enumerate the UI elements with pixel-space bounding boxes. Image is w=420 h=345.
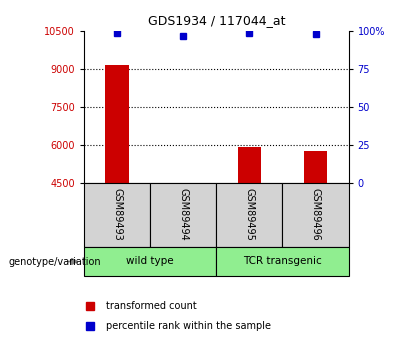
Bar	[105, 65, 129, 183]
Bar	[84, 183, 150, 247]
Text: TCR transgenic: TCR transgenic	[243, 256, 322, 266]
Bar	[216, 247, 349, 276]
Text: wild type: wild type	[126, 256, 174, 266]
Text: GSM89493: GSM89493	[112, 188, 122, 241]
Text: transformed count: transformed count	[106, 301, 197, 311]
Text: genotype/variation: genotype/variation	[8, 257, 101, 266]
Text: percentile rank within the sample: percentile rank within the sample	[106, 321, 271, 331]
Bar	[304, 151, 327, 183]
Text: GSM89494: GSM89494	[178, 188, 188, 241]
Text: GSM89495: GSM89495	[244, 188, 255, 241]
Text: GSM89496: GSM89496	[310, 188, 320, 241]
Bar	[282, 183, 349, 247]
Bar	[216, 183, 283, 247]
Title: GDS1934 / 117044_at: GDS1934 / 117044_at	[147, 14, 285, 27]
Bar	[238, 147, 261, 183]
Bar	[84, 247, 216, 276]
Bar	[150, 183, 216, 247]
